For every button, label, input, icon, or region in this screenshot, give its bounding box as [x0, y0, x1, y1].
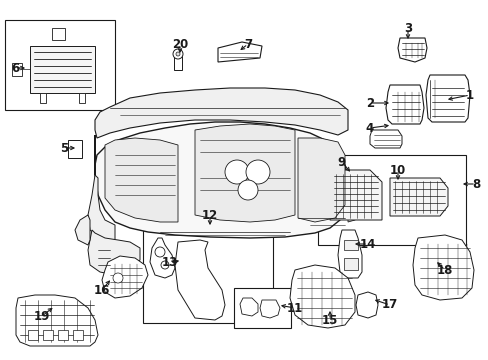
- Text: 16: 16: [94, 284, 110, 297]
- Text: 11: 11: [286, 302, 303, 315]
- Polygon shape: [337, 230, 361, 278]
- Bar: [28, 330, 38, 340]
- Text: 4: 4: [365, 122, 373, 135]
- Text: 18: 18: [436, 264, 452, 276]
- Circle shape: [176, 52, 180, 56]
- Circle shape: [173, 49, 183, 59]
- Polygon shape: [240, 298, 258, 316]
- Polygon shape: [95, 122, 347, 238]
- Text: 3: 3: [403, 22, 411, 35]
- Polygon shape: [75, 215, 90, 245]
- Circle shape: [238, 180, 258, 200]
- Polygon shape: [369, 130, 401, 148]
- Bar: [142, 228, 272, 323]
- Text: 1: 1: [465, 89, 473, 102]
- Polygon shape: [12, 63, 22, 76]
- Circle shape: [155, 247, 164, 257]
- Polygon shape: [150, 238, 175, 278]
- Polygon shape: [297, 138, 345, 222]
- Polygon shape: [174, 56, 182, 70]
- Polygon shape: [389, 178, 447, 216]
- Polygon shape: [385, 85, 423, 124]
- Bar: [317, 155, 465, 245]
- Polygon shape: [40, 93, 46, 103]
- Circle shape: [161, 261, 169, 269]
- Bar: [234, 288, 290, 328]
- Polygon shape: [397, 38, 426, 62]
- Text: 19: 19: [34, 310, 50, 323]
- Polygon shape: [88, 175, 115, 242]
- Polygon shape: [289, 265, 354, 328]
- Polygon shape: [102, 256, 148, 298]
- Text: 2: 2: [365, 96, 373, 109]
- Polygon shape: [95, 88, 347, 138]
- Text: 12: 12: [202, 208, 218, 221]
- Circle shape: [224, 160, 248, 184]
- Text: 17: 17: [381, 298, 397, 311]
- Circle shape: [245, 160, 269, 184]
- Bar: [58, 330, 68, 340]
- Bar: [5, 20, 115, 110]
- Bar: [73, 330, 83, 340]
- Text: 5: 5: [60, 141, 68, 154]
- Polygon shape: [260, 300, 280, 318]
- Text: 15: 15: [321, 314, 338, 327]
- Polygon shape: [347, 195, 357, 222]
- Polygon shape: [79, 93, 85, 103]
- Text: 14: 14: [359, 238, 375, 251]
- Text: 9: 9: [337, 156, 346, 168]
- Text: 10: 10: [389, 163, 406, 176]
- Polygon shape: [195, 124, 294, 222]
- Polygon shape: [52, 28, 65, 40]
- Bar: [343, 240, 357, 250]
- Polygon shape: [175, 240, 224, 320]
- Polygon shape: [30, 46, 95, 93]
- Bar: [43, 330, 53, 340]
- Text: 20: 20: [171, 37, 188, 50]
- Polygon shape: [16, 295, 98, 346]
- Text: 7: 7: [244, 37, 251, 50]
- Text: 6: 6: [11, 62, 19, 75]
- Polygon shape: [329, 170, 381, 220]
- Circle shape: [113, 273, 123, 283]
- Polygon shape: [88, 230, 140, 275]
- Bar: [343, 258, 357, 270]
- Polygon shape: [425, 75, 469, 122]
- Polygon shape: [105, 138, 178, 222]
- Polygon shape: [412, 235, 473, 300]
- Polygon shape: [218, 42, 262, 62]
- Polygon shape: [68, 140, 82, 158]
- Text: 8: 8: [471, 177, 479, 190]
- Polygon shape: [355, 292, 377, 318]
- Text: 13: 13: [162, 256, 178, 270]
